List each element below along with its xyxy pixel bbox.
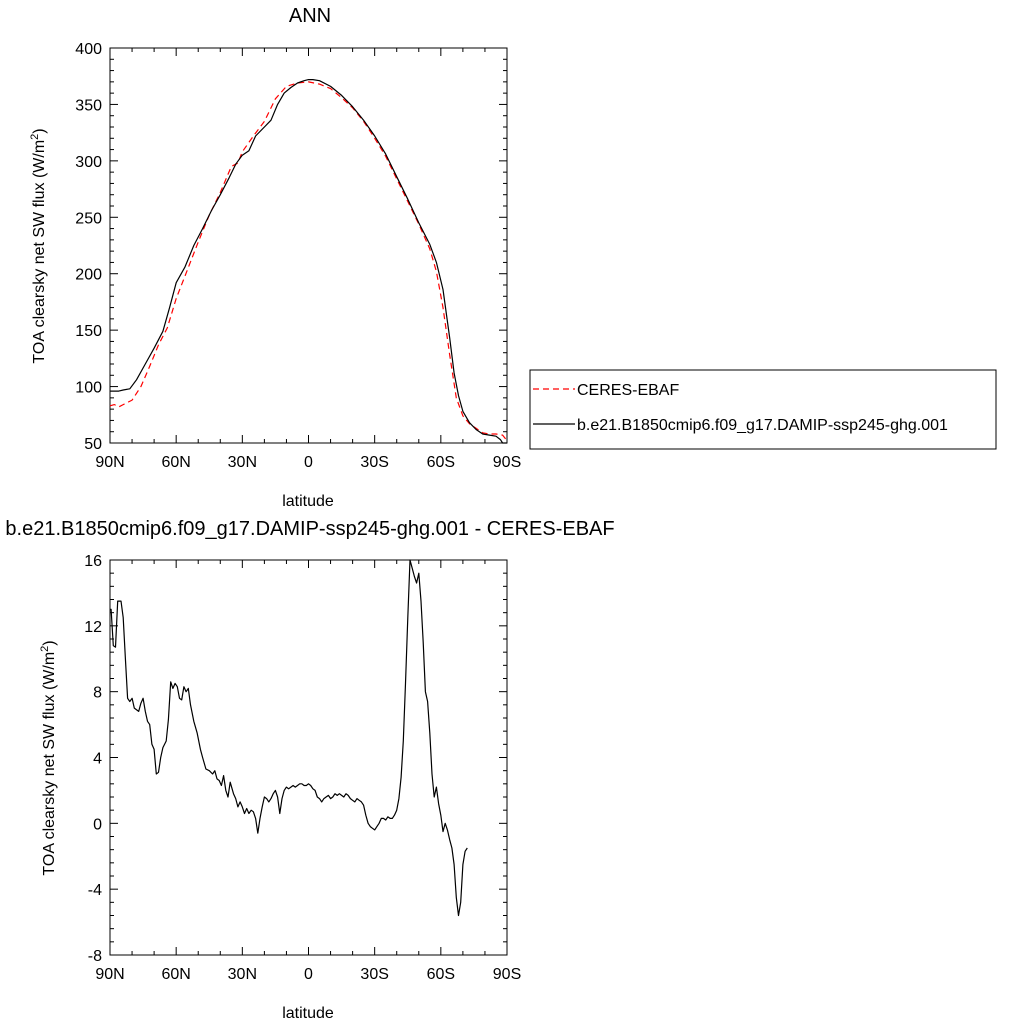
top-x-tick-label: 0: [304, 454, 313, 471]
top-y-axis-label-tail: ): [31, 128, 48, 133]
top-x-tick-label: 60N: [161, 454, 190, 471]
bottom-x-tick-label: 30N: [228, 966, 257, 983]
top-x-tick-label: 30S: [360, 454, 388, 471]
top-y-axis-label-main: TOA clearsky net SW flux (W/m: [31, 140, 48, 364]
top-axis-ticks: 90N 60N 30N 0 30S 60S 90S 50 100 150 200 250 300 350 4…: [75, 41, 521, 471]
top-y-tick-label: 200: [75, 267, 102, 284]
top-y-tick-label: 400: [75, 41, 102, 58]
top-y-tick-label: 250: [75, 210, 102, 227]
bottom-y-tick-label: 4: [93, 751, 102, 768]
top-chart-title: ANN: [289, 5, 331, 27]
bottom-plot-frame: [109, 559, 508, 956]
bottom-series-line-0: [110, 559, 468, 917]
bottom-x-tick-label: 60S: [427, 966, 455, 983]
bottom-y-axis-label-tail: ): [41, 640, 58, 645]
legend-entry-ceres: CERES-EBAF: [577, 382, 679, 399]
bottom-chart-title: b.e21.B1850cmip6.f09_g17.DAMIP-ssp245-gh…: [5, 518, 614, 540]
bottom-y-tick-label: -4: [88, 882, 102, 899]
top-series-line-1: [110, 79, 507, 444]
top-x-tick-label: 90N: [95, 454, 124, 471]
bottom-x-axis-label: latitude: [282, 1005, 334, 1022]
bottom-chart: b.e21.B1850cmip6.f09_g17.DAMIP-ssp245-gh…: [5, 518, 614, 1022]
top-chart: ANN 90N 60N 30N 0 30S 60S 90S 50 100 150 200 250 300…: [29, 5, 521, 510]
bottom-x-tick-label: 90N: [95, 966, 124, 983]
bottom-y-axis-label-main: TOA clearsky net SW flux (W/m: [41, 652, 58, 876]
bottom-y-tick-label: 0: [93, 816, 102, 833]
bottom-series-group: [110, 559, 468, 917]
top-y-tick-label: 150: [75, 323, 102, 340]
top-series-group: [109, 79, 508, 444]
legend-entry-model: b.e21.B1850cmip6.f09_g17.DAMIP-ssp245-gh…: [577, 417, 948, 434]
top-y-tick-label: 350: [75, 97, 102, 114]
legend: CERES-EBAF b.e21.B1850cmip6.f09_g17.DAMI…: [529, 369, 997, 450]
bottom-x-tick-label: 30S: [360, 966, 388, 983]
top-y-tick-label: 100: [75, 380, 102, 397]
bottom-y-tick-label: 16: [84, 553, 102, 570]
top-x-tick-label: 90S: [493, 454, 521, 471]
bottom-y-tick-label: 12: [84, 619, 102, 636]
bottom-x-tick-label: 0: [304, 966, 313, 983]
top-x-tick-label: 30N: [228, 454, 257, 471]
legend-box: [529, 369, 997, 450]
top-y-tick-label: 50: [84, 436, 102, 453]
top-y-axis-label: TOA clearsky net SW flux (W/m2): [29, 128, 48, 363]
top-x-axis-label: latitude: [282, 493, 334, 510]
top-y-tick-label: 300: [75, 154, 102, 171]
bottom-x-tick-label: 60N: [161, 966, 190, 983]
bottom-y-tick-label: -8: [88, 948, 102, 965]
bottom-y-axis-label: TOA clearsky net SW flux (W/m2): [39, 640, 58, 875]
top-series-line-0: [109, 81, 508, 442]
bottom-axis-ticks: 90N 60N 30N 0 30S 60S 90S -8 -4 0 4 8 12 16: [84, 553, 521, 983]
top-plot-frame: [109, 47, 508, 444]
bottom-y-tick-label: 8: [93, 685, 102, 702]
top-y-axis-label-sup: 2: [29, 134, 41, 140]
top-x-tick-label: 60S: [427, 454, 455, 471]
bottom-x-tick-label: 90S: [493, 966, 521, 983]
bottom-y-axis-label-sup: 2: [39, 646, 51, 652]
